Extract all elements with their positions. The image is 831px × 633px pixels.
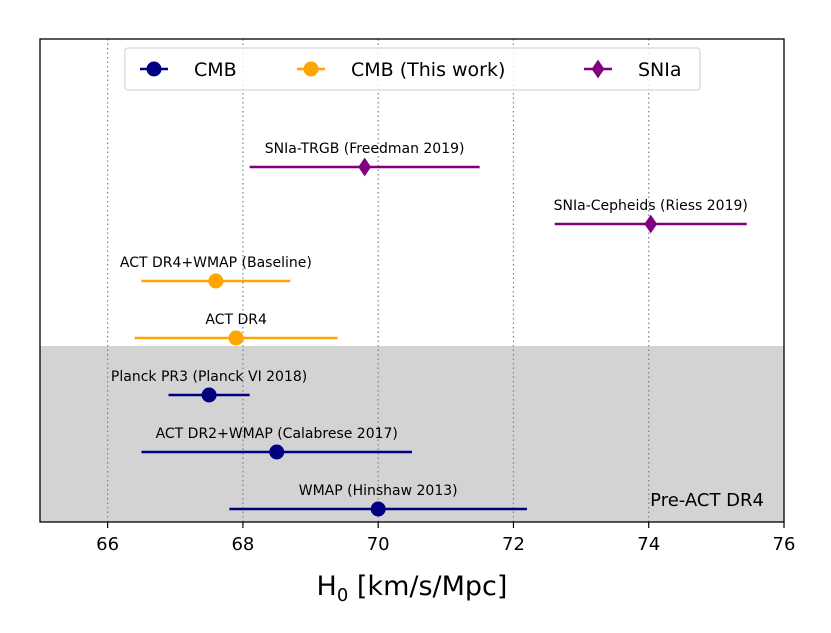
circle-marker	[269, 444, 285, 460]
x-tick-label: 68	[231, 534, 254, 555]
pre-act-shaded-region	[40, 346, 784, 522]
data-point-label: SNIa-TRGB (Freedman 2019)	[265, 141, 465, 157]
data-point-label: WMAP (Hinshaw 2013)	[299, 483, 458, 499]
data-point-group: WMAP (Hinshaw 2013)	[229, 483, 527, 517]
x-tick-label: 74	[637, 534, 660, 555]
x-tick-label: 72	[502, 534, 525, 555]
data-point-group: Planck PR3 (Planck VI 2018)	[111, 369, 307, 403]
x-tick-label: 70	[367, 534, 390, 555]
data-point-label: ACT DR4+WMAP (Baseline)	[120, 255, 312, 271]
data-point-label: Planck PR3 (Planck VI 2018)	[111, 369, 307, 385]
data-point-group: SNIa-TRGB (Freedman 2019)	[249, 141, 480, 177]
x-tick-label: 76	[773, 534, 796, 555]
data-point-group: SNIa-Cepheids (Riess 2019)	[554, 198, 748, 234]
diamond-marker	[644, 214, 658, 234]
data-point-label: ACT DR4	[205, 312, 267, 328]
x-axis-ticks: 66 68 70 72 74 76	[96, 522, 795, 555]
data-points: SNIa-TRGB (Freedman 2019) SNIa-Cepheids (…	[111, 141, 748, 517]
pre-act-region-label: Pre-ACT DR4	[650, 490, 764, 511]
legend-box	[124, 47, 701, 91]
legend-label: SNIa	[638, 59, 682, 81]
data-point-group: ACT DR2+WMAP (Calabrese 2017)	[141, 426, 412, 460]
legend: CMB CMB (This work) SNIa	[124, 47, 701, 91]
circle-marker	[208, 273, 224, 289]
circle-marker	[370, 501, 386, 517]
circle-marker	[201, 387, 217, 403]
legend-circle-marker	[303, 61, 319, 77]
x-tick-label: 66	[96, 534, 119, 555]
legend-entry: CMB (This work)	[297, 59, 505, 81]
x-axis-label: H0 [km/s/Mpc]	[317, 571, 508, 606]
legend-diamond-marker	[591, 59, 605, 79]
legend-entry: CMB	[140, 59, 237, 81]
diamond-marker	[358, 157, 372, 177]
data-point-group: ACT DR4+WMAP (Baseline)	[120, 255, 312, 289]
legend-label: CMB (This work)	[351, 59, 505, 81]
data-point-group: ACT DR4	[134, 312, 338, 346]
legend-label: CMB	[194, 59, 237, 81]
data-point-label: SNIa-Cepheids (Riess 2019)	[554, 198, 748, 214]
plot-frame	[39, 38, 785, 523]
circle-marker	[228, 330, 244, 346]
data-point-label: ACT DR2+WMAP (Calabrese 2017)	[156, 426, 398, 442]
legend-entry: SNIa	[584, 59, 682, 81]
legend-circle-marker	[146, 61, 162, 77]
